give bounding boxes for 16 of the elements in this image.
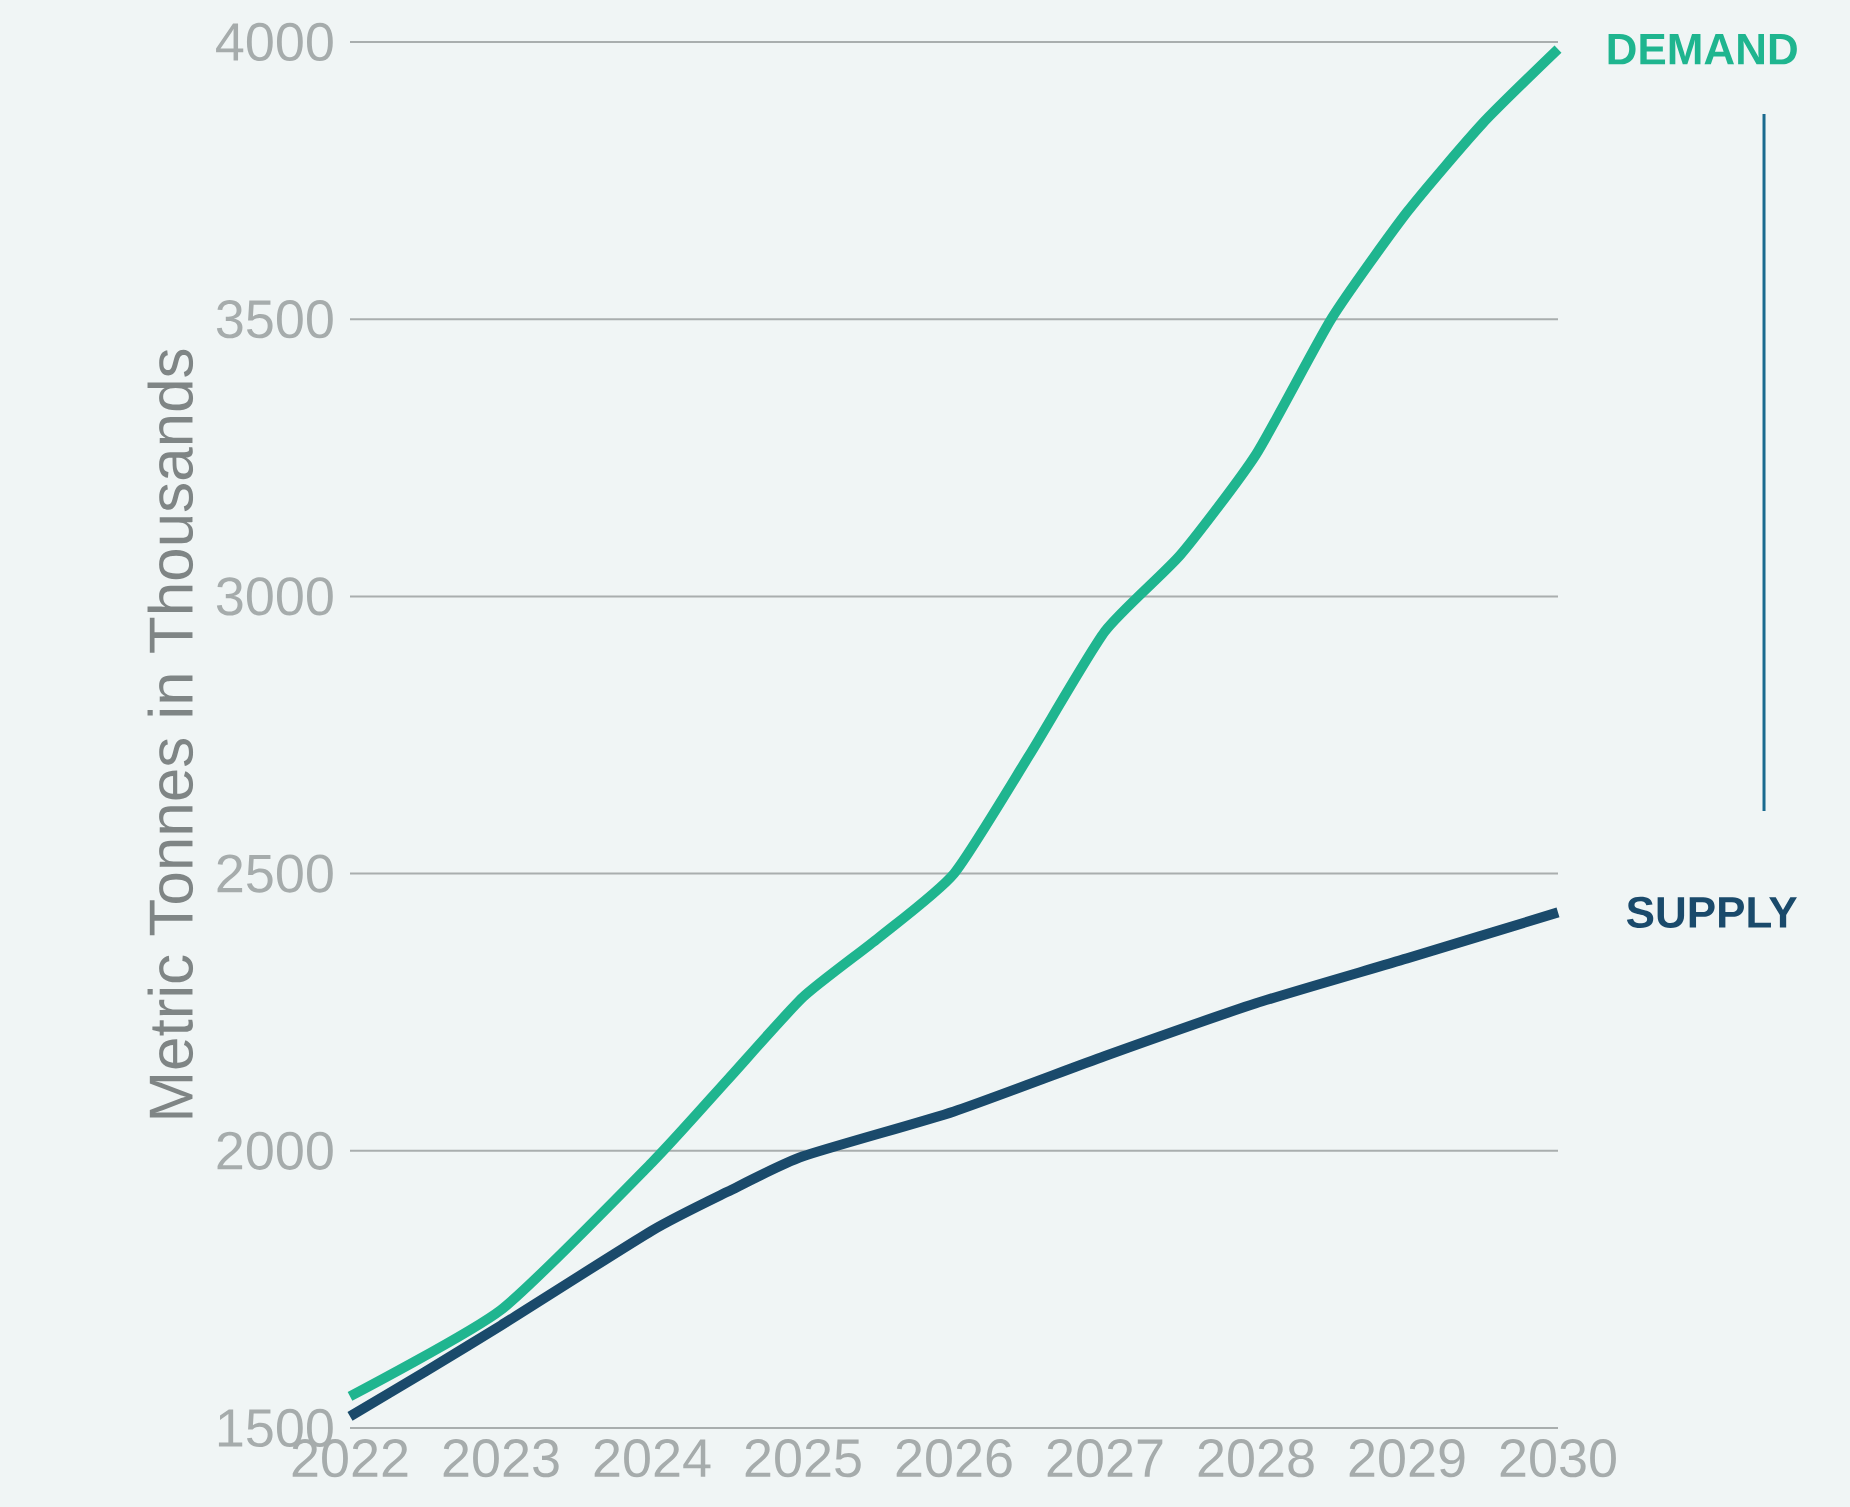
x-tick-label: 2026 — [896, 1439, 1012, 1478]
x-tick-label: 2023 — [443, 1439, 559, 1478]
x-tick-label: 2027 — [1047, 1439, 1163, 1478]
y-tick-label: 3500 — [216, 300, 333, 339]
y-tick-label: 4000 — [216, 22, 333, 62]
y-axis-title: Metric Tonnes in Thousands — [147, 349, 194, 1118]
y-tick-label: 3000 — [216, 577, 333, 616]
y-tick-label: 2000 — [217, 1131, 333, 1170]
x-tick-label: 2030 — [1500, 1439, 1616, 1478]
x-tick-label: 2024 — [594, 1439, 711, 1478]
series-label: DEMAND — [1608, 34, 1797, 65]
y-tick-label: 2500 — [217, 854, 333, 893]
x-tick-label: 2028 — [1198, 1439, 1314, 1478]
x-tick-label: 2025 — [745, 1439, 861, 1478]
x-tick-label: 2029 — [1349, 1439, 1465, 1478]
series-label: SUPPLY — [1626, 896, 1797, 928]
